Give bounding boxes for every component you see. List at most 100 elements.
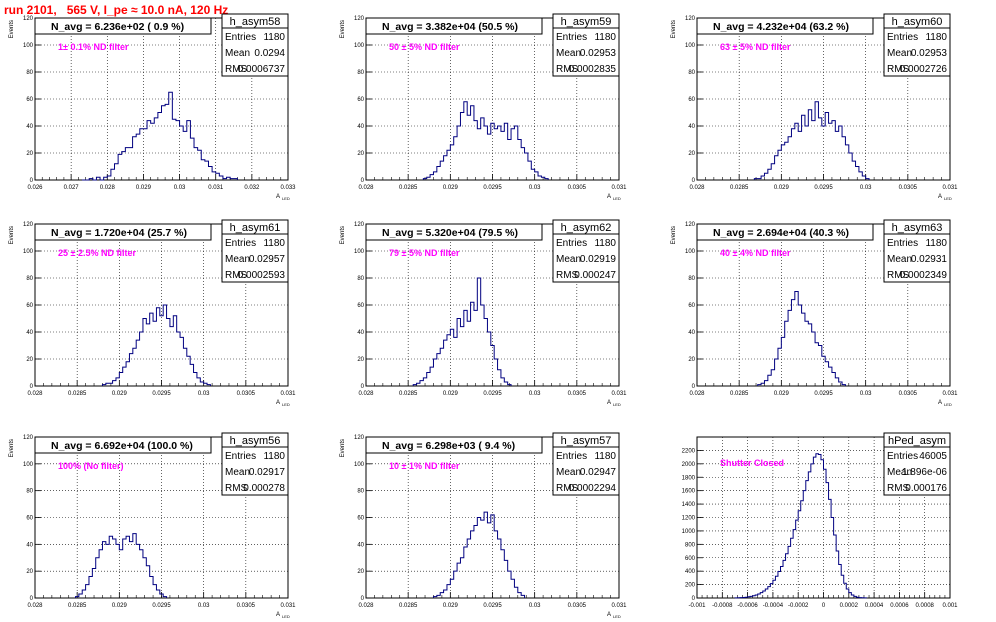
stats-label: Mean — [887, 254, 912, 265]
filter-annotation: 10 ± 1% ND filter — [389, 461, 460, 471]
x-tick-label: 0.029 — [774, 391, 790, 397]
y-tick-label: 40 — [688, 330, 695, 336]
y-axis-title: Events — [671, 20, 677, 38]
n-avg-label: N_avg = 3.382e+04 (50.5 %) — [382, 21, 518, 33]
x-tick-label: 0.028 — [358, 391, 374, 397]
histogram-series-line — [81, 91, 238, 181]
stats-value: 0.0002294 — [569, 483, 617, 494]
x-tick-label: 0.028 — [689, 185, 705, 191]
x-axis-title: A LED — [276, 400, 290, 407]
stats-value: 1180 — [594, 32, 616, 43]
histogram-series-line — [101, 304, 211, 386]
y-tick-label: 20 — [26, 357, 33, 363]
n-avg-box — [34, 223, 212, 241]
y-axis-title: Events — [340, 20, 346, 38]
stats-value: 46005 — [919, 451, 947, 462]
x-tick-label: 0.032 — [244, 185, 260, 191]
x-tick-label: 0.0008 — [916, 603, 935, 609]
histogram-series-line — [412, 277, 512, 386]
stats-value: 0.02953 — [911, 48, 948, 59]
x-tick-label: 0.028 — [358, 185, 374, 191]
x-tick-label: 0.029 — [443, 185, 459, 191]
y-tick-label: 1400 — [682, 502, 696, 508]
filter-annotation: 100% (No filter) — [58, 461, 124, 471]
x-tick-label: 0.029 — [443, 391, 459, 397]
histogram-series-line — [422, 101, 549, 180]
x-tick-label: 0.03 — [529, 391, 541, 397]
stats-label: Entries — [225, 238, 256, 249]
x-tick-label: 0.0295 — [483, 603, 502, 609]
stats-value: 1180 — [263, 451, 285, 462]
x-tick-label: 0.0295 — [152, 391, 171, 397]
x-tick-label: 0.0285 — [68, 603, 87, 609]
y-tick-label: 100 — [23, 43, 34, 49]
stats-label: Entries — [556, 32, 587, 43]
n-avg-box — [365, 223, 543, 241]
y-tick-label: 600 — [685, 556, 696, 562]
x-tick-label: 0.0002 — [840, 603, 859, 609]
histogram-panel-h_asym59: 0.028 0.0285 0.029 0.0295 0.03 0.0305 0.031 0 20… — [340, 13, 627, 201]
x-tick-label: 0.031 — [942, 391, 958, 397]
stats-box — [552, 13, 620, 77]
y-tick-label: 100 — [23, 462, 34, 468]
histogram-panel-h_asym63: 0.028 0.0285 0.029 0.0295 0.03 0.0305 0.031 0 20… — [671, 219, 958, 407]
y-tick-label: 0 — [692, 596, 696, 602]
y-tick-label: 80 — [357, 489, 364, 495]
stats-box — [221, 13, 289, 77]
n-avg-box — [696, 17, 874, 35]
stats-value: 0.0006737 — [238, 64, 286, 75]
x-tick-label: 0.028 — [689, 391, 705, 397]
y-tick-label: 800 — [685, 542, 696, 548]
x-tick-label: 0.0305 — [899, 185, 918, 191]
filter-annotation: 40 ± 4% ND filter — [720, 248, 791, 258]
stats-label: Entries — [225, 32, 256, 43]
x-tick-label: 0.028 — [27, 603, 43, 609]
y-tick-label: 0 — [30, 178, 34, 184]
y-tick-label: 20 — [357, 151, 364, 157]
x-tick-label: 0.0285 — [68, 391, 87, 397]
y-tick-label: 60 — [26, 97, 33, 103]
x-tick-label: 0.03 — [860, 185, 872, 191]
histogram-panel-h_asym57: 0.028 0.0285 0.029 0.0295 0.03 0.0305 0.031 0 20… — [340, 432, 627, 619]
y-tick-label: 80 — [688, 70, 695, 76]
x-tick-label: 0.03 — [860, 391, 872, 397]
y-tick-label: 0 — [692, 384, 696, 390]
stats-box — [883, 219, 951, 283]
y-tick-label: 100 — [23, 249, 34, 255]
x-axis-title: A LED — [938, 400, 952, 407]
x-tick-label: 0.031 — [611, 603, 627, 609]
x-tick-label: 0.001 — [942, 603, 958, 609]
y-tick-label: 120 — [685, 222, 696, 228]
y-tick-label: 0 — [30, 384, 34, 390]
stats-label: Mean — [887, 48, 912, 59]
x-tick-label: 0.031 — [280, 391, 296, 397]
x-tick-label: 0.0305 — [568, 603, 587, 609]
y-tick-label: 1800 — [682, 475, 696, 481]
x-tick-label: 0.029 — [774, 185, 790, 191]
stats-value: 0.02919 — [580, 254, 617, 265]
stats-value: 0.0002349 — [900, 270, 948, 281]
x-tick-label: -0.001 — [688, 603, 706, 609]
stats-box-title: h_asym56 — [230, 435, 281, 447]
y-tick-label: 80 — [357, 70, 364, 76]
x-tick-label: 0.029 — [443, 603, 459, 609]
stats-label: RMS — [887, 64, 910, 75]
y-tick-label: 20 — [688, 151, 695, 157]
y-tick-label: 60 — [357, 97, 364, 103]
x-tick-label: -0.0006 — [737, 603, 758, 609]
y-axis-title: Events — [671, 226, 677, 244]
histogram-panel-h_asym56: 0.028 0.0285 0.029 0.0295 0.03 0.0305 0.031 0 20… — [9, 432, 296, 619]
stats-box-title: hPed_asym — [888, 435, 946, 447]
filter-annotation: 79 ± 5% ND filter — [389, 248, 460, 258]
y-tick-label: 100 — [354, 249, 365, 255]
n-avg-label: N_avg = 5.320e+04 (79.5 %) — [382, 227, 518, 239]
stats-value: 1180 — [263, 238, 285, 249]
stats-value: 0.0002835 — [569, 64, 617, 75]
y-axis-title: Events — [9, 226, 15, 244]
x-axis-title: A LED — [607, 400, 621, 407]
stats-box — [552, 219, 620, 283]
stats-value: 0.000247 — [574, 270, 616, 281]
stats-value: 0.0002726 — [900, 64, 948, 75]
x-tick-label: 0.029 — [112, 603, 128, 609]
